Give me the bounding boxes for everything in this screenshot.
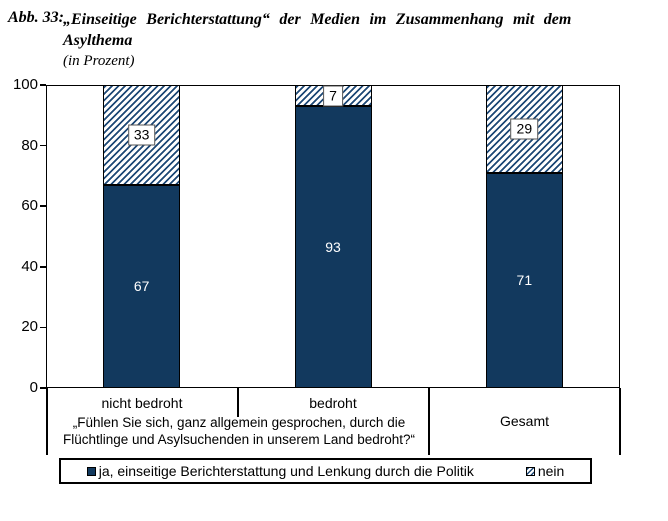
y-tick-label: 20 — [21, 318, 38, 336]
value-label-ja-0: 67 — [133, 278, 150, 295]
value-label-nein-1: 7 — [323, 85, 343, 107]
y-tick-mark — [40, 144, 46, 147]
xtable-divider-1 — [237, 388, 239, 417]
figure-number: Abb. 33: — [8, 9, 64, 26]
legend: ja, einseitige Berichterstattung und Len… — [59, 458, 592, 484]
y-tick-mark — [40, 266, 46, 268]
value-label-nein-0: 33 — [127, 124, 156, 146]
axis-question-note: „Fühlen Sie sich, ganz allgemein gesproc… — [63, 415, 415, 447]
xtable-right-border — [619, 388, 621, 455]
figure-title-line1: „Einseitige Berichterstattung“ der Medie… — [63, 11, 572, 28]
y-tick-label: 100 — [12, 76, 38, 93]
figure-title-line2: Asylthema — [63, 32, 133, 49]
legend-label-ja: ja, einseitige Berichterstattung und Len… — [98, 463, 474, 479]
y-tick-mark — [40, 84, 46, 86]
legend-entry-nein: nein — [525, 463, 565, 479]
legend-entry-ja: ja, einseitige Berichterstattung und Len… — [86, 463, 474, 479]
legend-label-nein: nein — [537, 463, 565, 479]
y-tick-mark — [40, 326, 46, 329]
figure-subtitle: (in Prozent) — [63, 53, 135, 69]
bar-segment-ja-1 — [294, 106, 372, 388]
value-label-nein-2: 29 — [510, 118, 539, 140]
y-tick-mark — [40, 205, 46, 207]
y-tick-label: 40 — [21, 257, 38, 275]
y-tick-mark — [40, 387, 46, 389]
value-label-ja-2: 71 — [516, 272, 533, 289]
xtable-left-border — [46, 388, 48, 455]
figure-title: „Einseitige Berichterstattung“ der Medie… — [63, 9, 648, 72]
category-label-bedroht: bedroht — [309, 395, 357, 411]
y-tick-label: 60 — [21, 197, 38, 215]
bar-segment-ja-2 — [485, 172, 563, 388]
value-label-ja-1: 93 — [325, 239, 341, 256]
y-tick-label: 0 — [29, 379, 38, 396]
legend-swatch-nein-icon — [525, 466, 535, 476]
category-label-gesamt: Gesamt — [499, 413, 549, 429]
xtable-divider-2 — [428, 388, 430, 455]
category-label-nicht-bedroht: nicht bedroht — [101, 395, 183, 411]
legend-swatch-ja-icon — [86, 466, 96, 476]
bar-segment-ja-0 — [103, 184, 181, 388]
y-tick-label: 80 — [21, 136, 38, 154]
